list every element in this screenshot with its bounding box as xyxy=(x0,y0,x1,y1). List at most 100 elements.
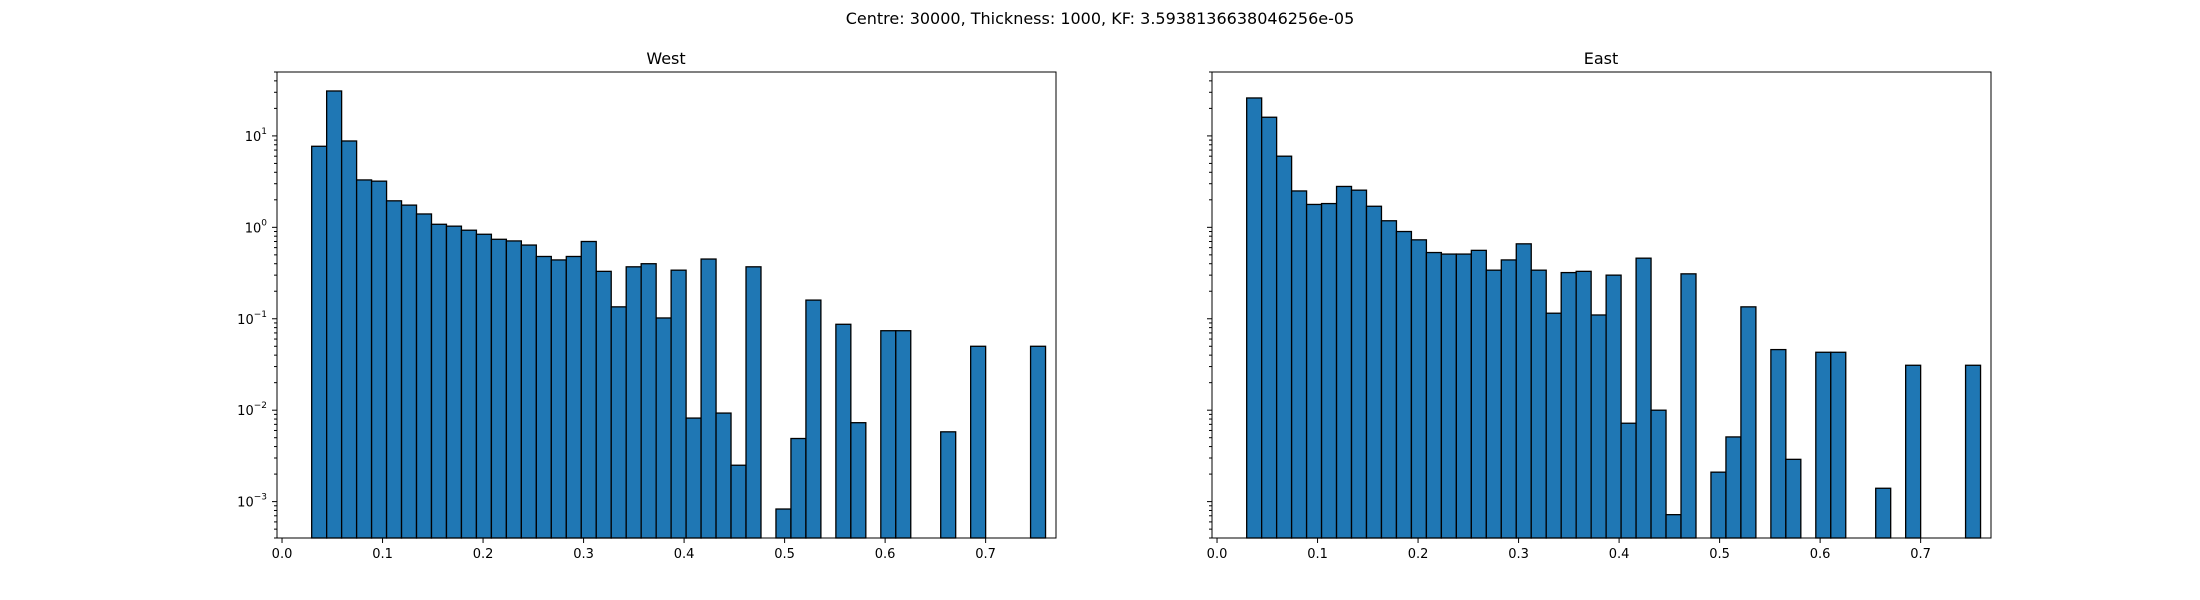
chart-east-bar xyxy=(1725,436,1742,539)
chart-east-bar xyxy=(1620,422,1637,539)
chart-east-bar xyxy=(1246,97,1263,539)
chart-east-bar xyxy=(1365,205,1383,539)
chart-west-bar xyxy=(610,306,627,539)
chart-west-bar xyxy=(535,255,552,539)
chart-west-y-tick-label: 10−1 xyxy=(237,310,267,328)
chart-west-bar xyxy=(670,269,687,539)
chart-east-bar xyxy=(1785,458,1802,539)
chart-east-bar xyxy=(1964,364,1982,539)
chart-east-bar xyxy=(1350,189,1368,539)
chart-west-bar xyxy=(505,240,523,539)
chart-west-bar xyxy=(520,244,537,539)
chart-east-x-tick-label: 0.3 xyxy=(1508,547,1529,562)
chart-west-bar xyxy=(940,431,957,539)
chart-east-bar xyxy=(1530,269,1547,539)
chart-east-bar xyxy=(1335,185,1353,539)
chart-west-bar xyxy=(400,204,418,539)
chart-west-x-tick-label: 0.4 xyxy=(674,547,695,562)
chart-west-frame xyxy=(276,71,1057,539)
chart-west-bar xyxy=(775,508,792,539)
chart-west: West 0.0 0.1 0.2 0.3 0.4 0.5 0.6 0.7 101 100 10−1… xyxy=(237,49,1057,562)
chart-east-bar xyxy=(1515,243,1532,539)
chart-west-title: West xyxy=(646,49,685,68)
chart-west-bar xyxy=(565,255,582,539)
chart-west-x-tick-label: 0.7 xyxy=(975,547,996,562)
chart-east-bar xyxy=(1395,230,1413,539)
chart-west-bar xyxy=(790,437,807,539)
chart-east-bar xyxy=(1575,270,1592,539)
chart-east-bar xyxy=(1650,409,1667,539)
chart-west-bar xyxy=(311,145,328,539)
chart-west-x-tick-label: 0.0 xyxy=(272,547,293,562)
chart-west-bar xyxy=(355,179,373,539)
chart-west-bar xyxy=(730,464,747,539)
chart-west-x-tick-label: 0.1 xyxy=(372,547,393,562)
chart-west-bar xyxy=(880,330,897,539)
chart-west-bar xyxy=(460,229,478,539)
chart-west-bar xyxy=(700,258,717,539)
chart-west-bar xyxy=(415,213,433,539)
chart-east-bar xyxy=(1275,155,1293,539)
chart-east-bars xyxy=(1246,97,1982,539)
chart-west-x-tick-label: 0.2 xyxy=(473,547,494,562)
chart-west-y-axis: 101 100 10−1 10−2 10−3 xyxy=(237,71,277,539)
chart-east-bar xyxy=(1261,116,1278,539)
chart-west-bar xyxy=(490,238,508,539)
chart-east-bar xyxy=(1680,273,1697,539)
chart-east-bar xyxy=(1635,257,1652,539)
chart-west-bar xyxy=(715,412,732,539)
chart-east-bar xyxy=(1665,514,1682,539)
chart-east-bar xyxy=(1710,471,1727,539)
chart-east-x-axis: 0.0 0.1 0.2 0.3 0.4 0.5 0.6 0.7 xyxy=(1207,538,1931,562)
chart-west-bar xyxy=(625,266,642,539)
chart-east-bar xyxy=(1290,190,1308,539)
chart-west-bar xyxy=(895,330,912,539)
chart-west-bar xyxy=(385,200,403,539)
chart-west-bar xyxy=(580,240,597,539)
chart-east-bar xyxy=(1590,314,1607,539)
chart-east-x-tick-label: 0.5 xyxy=(1709,547,1730,562)
chart-west-y-tick-label: 100 xyxy=(245,218,268,236)
chart-west-x-tick-label: 0.3 xyxy=(573,547,594,562)
chart-east-x-tick-label: 0.4 xyxy=(1609,547,1630,562)
chart-west-bar xyxy=(445,225,463,539)
chart-east-bar xyxy=(1470,249,1487,539)
chart-east-bar xyxy=(1410,239,1428,539)
chart-east-bar xyxy=(1380,220,1398,539)
chart-east: East 0.0 0.1 0.2 0.3 0.4 0.5 0.6 0.7 xyxy=(1207,49,1992,562)
chart-east-x-tick-label: 0.2 xyxy=(1408,547,1429,562)
chart-west-bar xyxy=(835,323,852,539)
chart-west-bar xyxy=(1029,345,1047,539)
chart-west-bar xyxy=(325,90,343,539)
chart-west-bar xyxy=(805,299,822,539)
chart-east-bar xyxy=(1305,203,1323,539)
chart-west-bar xyxy=(475,233,493,539)
chart-east-bar xyxy=(1485,269,1502,539)
chart-east-x-tick-label: 0.6 xyxy=(1810,547,1831,562)
chart-west-bar xyxy=(595,270,612,539)
chart-west-bar xyxy=(550,259,567,539)
chart-east-bar xyxy=(1770,348,1787,539)
chart-east-bar xyxy=(1815,351,1832,539)
chart-west-x-axis: 0.0 0.1 0.2 0.3 0.4 0.5 0.6 0.7 xyxy=(272,538,996,562)
chart-east-bar xyxy=(1560,271,1577,539)
chart-west-bar xyxy=(655,317,672,539)
chart-west-bar xyxy=(340,140,358,539)
chart-east-bar xyxy=(1905,364,1922,539)
chart-west-bars xyxy=(311,90,1047,539)
chart-east-bar xyxy=(1875,487,1892,539)
chart-west-bar xyxy=(745,266,762,539)
figure-suptitle: Centre: 30000, Thickness: 1000, KF: 3.59… xyxy=(846,9,1355,28)
chart-east-title: East xyxy=(1584,49,1619,68)
chart-east-y-axis xyxy=(1207,71,1212,539)
chart-west-x-tick-label: 0.5 xyxy=(774,547,795,562)
chart-east-frame xyxy=(1211,71,1992,539)
chart-east-x-tick-label: 0.1 xyxy=(1307,547,1328,562)
chart-east-bar xyxy=(1440,253,1458,539)
chart-west-bar xyxy=(850,422,867,539)
chart-east-bar xyxy=(1545,312,1562,539)
chart-west-y-tick-label: 101 xyxy=(245,127,267,145)
chart-east-x-tick-label: 0.7 xyxy=(1910,547,1931,562)
chart-east-bar xyxy=(1830,351,1847,539)
